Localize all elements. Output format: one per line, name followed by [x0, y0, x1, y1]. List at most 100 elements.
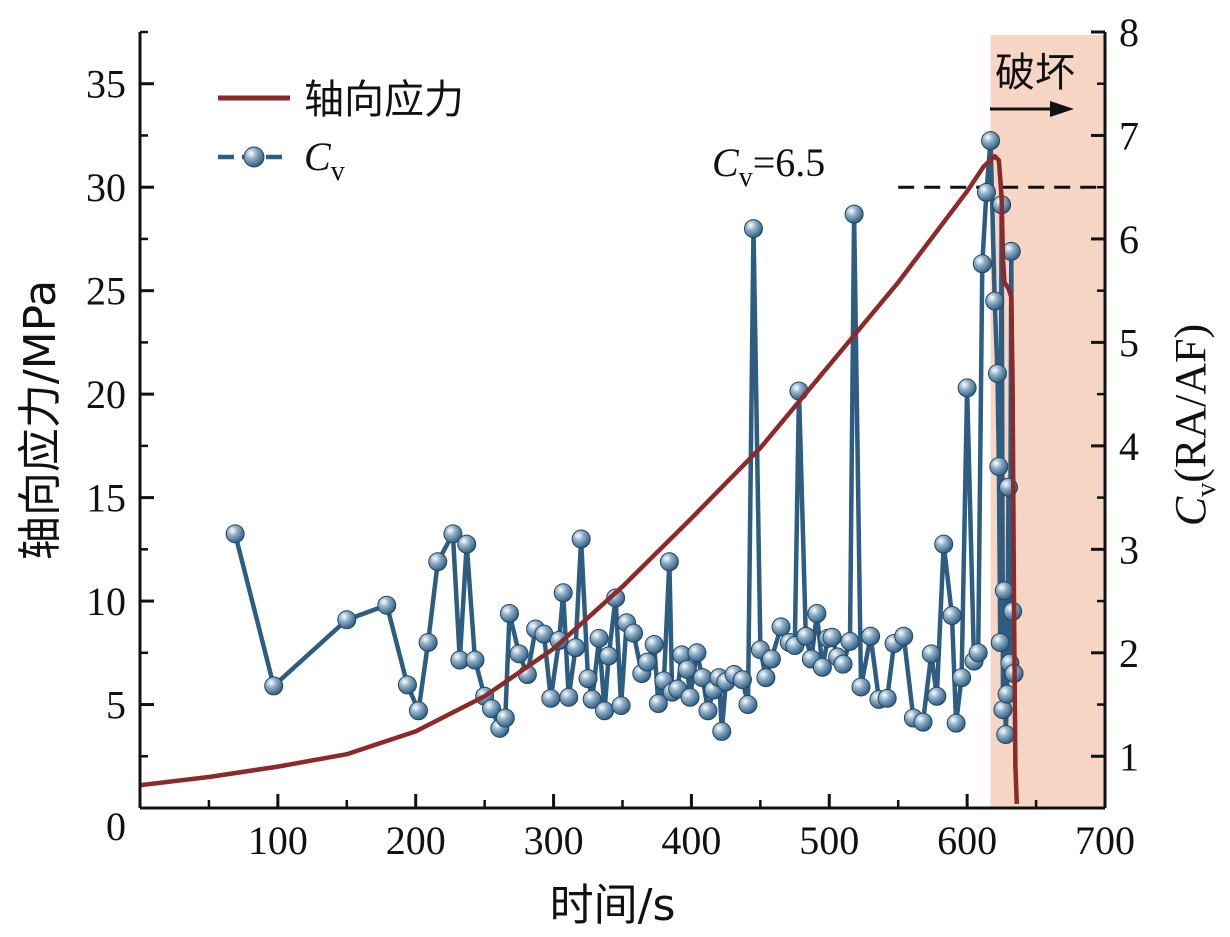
y-left-tick-label: 35 — [86, 62, 126, 107]
y-right-axis-label: Cv(RA/AF) — [1166, 324, 1222, 526]
cv-point — [698, 701, 718, 721]
cv-point — [418, 632, 438, 652]
cv-point — [337, 610, 357, 630]
axes-layer: 100 200 300 400 500 600 700 5 10 15 20 25 30 35 0 1 2 3 4 5… — [15, 10, 1222, 931]
cv-point — [946, 713, 966, 733]
stress-series-line — [139, 153, 1020, 804]
x-tick-label: 200 — [386, 818, 446, 863]
cv-point — [499, 603, 519, 623]
cv-point — [796, 626, 816, 646]
threshold-label-subscript: v — [739, 162, 753, 193]
cv-point — [822, 627, 842, 647]
cv-point — [861, 626, 881, 646]
cv-point — [495, 708, 515, 728]
cv-point — [957, 378, 977, 398]
legend: 轴向应力 Cv — [218, 77, 464, 187]
cv-point — [637, 652, 657, 672]
cv-point — [680, 687, 700, 707]
cv-point — [408, 701, 428, 721]
cv-point — [934, 534, 954, 554]
y-right-tick-label: 4 — [1119, 424, 1139, 469]
y-right-tick-label: 8 — [1119, 10, 1139, 55]
y-left-tick-label: 25 — [86, 269, 126, 314]
cv-point — [566, 638, 586, 658]
cv-point — [553, 583, 573, 603]
cv-point — [851, 677, 871, 697]
cv-point — [738, 695, 758, 715]
cv-point — [509, 644, 529, 664]
annotation-layer: Cv=6.5 破坏 — [712, 50, 1075, 193]
cv-point — [428, 552, 448, 572]
cv-point — [571, 529, 591, 549]
cv-point — [985, 291, 1005, 311]
cv-point — [712, 721, 732, 741]
cv-point — [840, 631, 860, 651]
cv-point — [225, 524, 245, 544]
cv-point — [377, 595, 397, 615]
y-right-tick-label: 7 — [1119, 113, 1139, 158]
y-left-tick-label: 30 — [86, 165, 126, 210]
cv-point — [761, 649, 781, 669]
x-tick-label: 300 — [524, 818, 584, 863]
failure-arrow-head — [1050, 101, 1074, 117]
threshold-label-value: =6.5 — [753, 140, 826, 185]
x-tick-label: 400 — [661, 818, 721, 863]
y-left-tick-label: 5 — [106, 683, 126, 728]
x-axis-label: 时间/s — [550, 880, 676, 931]
cv-point — [942, 606, 962, 626]
cv-point — [989, 457, 1009, 477]
cv-point — [582, 689, 602, 709]
cv-point — [659, 552, 679, 572]
y-right-tick-label: 3 — [1119, 527, 1139, 572]
cv-point — [559, 687, 579, 707]
cv-point — [443, 524, 463, 544]
y-right-label-subscript: v — [1191, 483, 1222, 497]
y-left-origin-label: 0 — [106, 804, 126, 849]
legend-cv-symbol: C — [304, 134, 332, 179]
failure-label: 破坏 — [995, 50, 1075, 96]
cv-point — [996, 725, 1016, 745]
cv-point — [913, 712, 933, 732]
x-tick-label: 100 — [248, 818, 308, 863]
cv-point — [894, 626, 914, 646]
x-tick-label: 700 — [1075, 818, 1135, 863]
y-left-axis-label: 轴向应力/MPa — [15, 280, 66, 560]
cv-point — [952, 668, 972, 688]
cv-point — [541, 688, 561, 708]
series-layer — [139, 131, 1024, 804]
cv-point — [833, 654, 853, 674]
y-right-tick-label: 5 — [1119, 320, 1139, 365]
cv-point — [972, 254, 992, 274]
cv-point — [465, 650, 485, 670]
y-right-tick-label: 6 — [1119, 217, 1139, 262]
threshold-label: Cv=6.5 — [712, 140, 825, 193]
cv-point — [732, 670, 752, 690]
cv-point — [599, 646, 619, 666]
cv-point — [743, 219, 763, 239]
x-tick-label: 500 — [799, 818, 859, 863]
cv-point — [771, 617, 791, 637]
cv-point — [611, 696, 631, 716]
legend-stress-label: 轴向应力 — [304, 77, 464, 123]
cv-point — [595, 701, 615, 721]
legend-cv-label: Cv — [304, 134, 345, 187]
cv-point — [648, 693, 668, 713]
cv-point — [589, 628, 609, 648]
y-right-label-symbol: C — [1166, 496, 1215, 526]
cv-point — [976, 182, 996, 202]
cv-point — [990, 632, 1010, 652]
y-right-tick-label: 1 — [1119, 734, 1139, 779]
cv-point — [482, 699, 502, 719]
threshold-label-symbol: C — [712, 140, 740, 185]
y-left-tick-label: 20 — [86, 372, 126, 417]
y-left-tick-label: 15 — [86, 476, 126, 521]
cv-point — [457, 534, 477, 554]
legend-cv-subscript: v — [331, 156, 345, 187]
cv-point — [677, 659, 697, 679]
legend-cv-marker — [243, 146, 265, 168]
cv-point — [927, 686, 947, 706]
cv-point — [921, 644, 941, 664]
cv-point — [844, 204, 864, 224]
y-right-label-rest: (RA/AF) — [1166, 324, 1215, 483]
